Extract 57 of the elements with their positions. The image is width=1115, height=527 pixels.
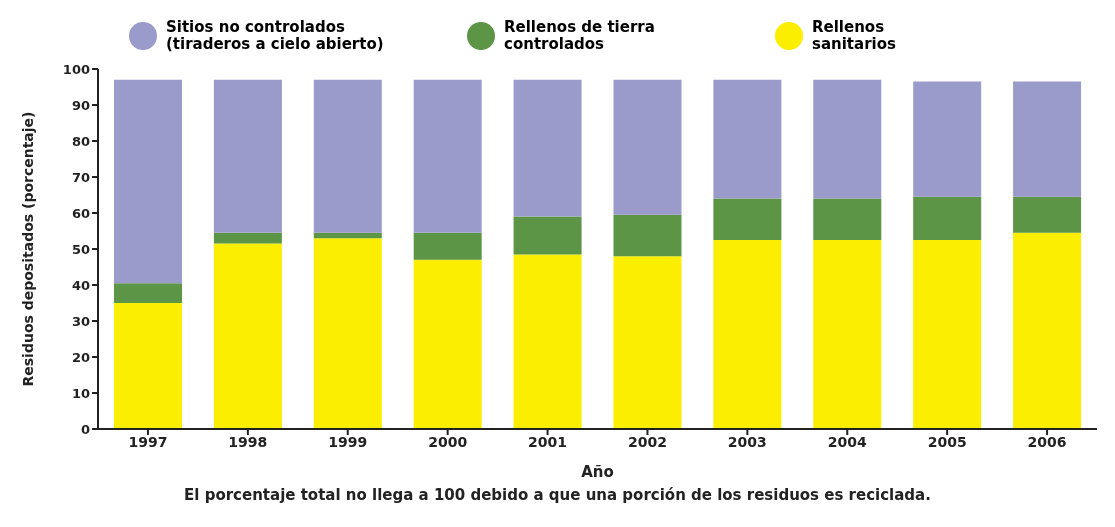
x-tick-label: 2003 — [727, 433, 767, 450]
x-tick-label: 2005 — [927, 433, 967, 450]
bar — [913, 240, 982, 429]
x-tick-label: 2006 — [1027, 433, 1067, 450]
bar — [813, 240, 882, 429]
y-tick-label: 60 — [71, 205, 90, 221]
x-tick-label: 1998 — [228, 433, 268, 450]
y-tick-label: 40 — [71, 277, 90, 293]
bar — [713, 79, 782, 199]
legend-label: Sitios no controlados (tiraderos a cielo abierto) — [166, 18, 385, 53]
y-tick-label: 0 — [80, 421, 90, 437]
y-axis-title: Residuos depositados (porcentaje) — [19, 111, 36, 387]
bar — [413, 79, 482, 233]
x-tick-label: 2002 — [627, 433, 667, 450]
bar — [813, 198, 882, 240]
x-tick-label: 2001 — [528, 433, 568, 450]
bar — [213, 243, 282, 429]
legend-label: Rellenos de tierra controlados — [504, 18, 656, 53]
y-tick-label: 30 — [71, 313, 90, 329]
bar — [1013, 196, 1082, 233]
bar — [213, 232, 282, 244]
bar — [313, 79, 382, 233]
bar — [713, 240, 782, 429]
bar — [913, 196, 982, 240]
y-tick-label: 10 — [71, 385, 90, 401]
x-axis-title: Año — [581, 463, 614, 481]
x-tick-label: 2004 — [827, 433, 867, 450]
bar — [313, 238, 382, 429]
legend-label: Rellenos sanitarios — [812, 18, 897, 53]
x-tick-label: 2000 — [428, 433, 468, 450]
bar — [1013, 81, 1082, 197]
bar — [413, 232, 482, 260]
x-tick-label: 1997 — [128, 433, 168, 450]
bar — [813, 79, 882, 199]
bar — [113, 79, 182, 284]
bar — [113, 283, 182, 303]
text: El porcentaje total no llega a 100 debido a que una porción de los residuos es reciclada. — [183, 486, 932, 504]
y-tick-label: 50 — [71, 241, 90, 257]
bar — [113, 303, 182, 429]
bar — [213, 79, 282, 233]
y-tick-label: 100 — [62, 61, 90, 77]
bar — [413, 259, 482, 429]
bar — [513, 254, 582, 429]
y-tick-label: 80 — [71, 133, 90, 149]
bar — [713, 198, 782, 240]
bar — [513, 216, 582, 255]
y-tick-label: 70 — [71, 169, 90, 185]
bar — [913, 81, 982, 197]
bar — [613, 256, 682, 429]
x-tick-label: 1999 — [328, 433, 368, 450]
bar — [513, 79, 582, 217]
y-tick-label: 90 — [71, 97, 90, 113]
bar — [613, 79, 682, 215]
bar — [1013, 232, 1082, 429]
y-tick-label: 20 — [71, 349, 90, 365]
bar — [313, 232, 382, 239]
bar — [613, 214, 682, 257]
